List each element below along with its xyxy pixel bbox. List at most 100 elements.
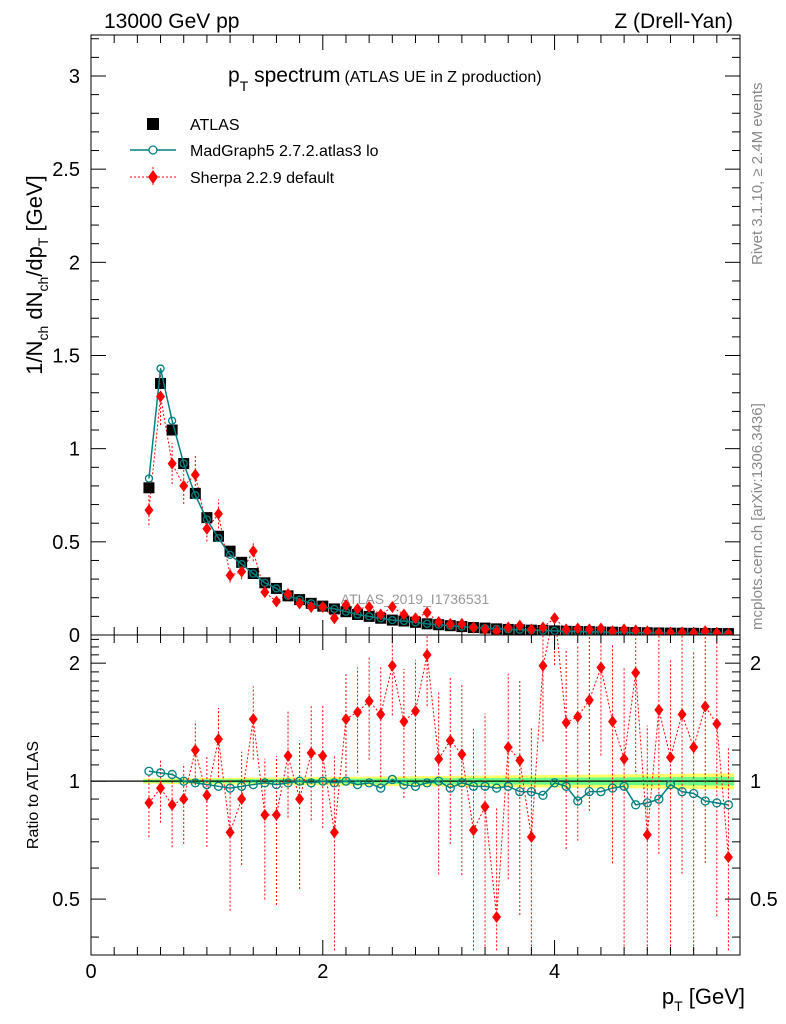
sherpa-point — [144, 504, 154, 517]
main-panel: 0 0.5 1 1.5 2 2.5 3 ATLAS_2019_I1736531 pT spe… — [22, 34, 741, 647]
sherpa-point — [202, 522, 212, 535]
ratio-sherpa-point — [295, 793, 305, 806]
ratio-madgraph-point — [376, 783, 386, 793]
ratio-madgraph-point — [642, 798, 652, 808]
x-tick-label: 0 — [85, 961, 96, 983]
ratio-sherpa-point — [573, 710, 583, 723]
sherpa-point — [700, 625, 710, 635]
madgraph-point — [550, 626, 559, 635]
main-y-tick-label: 2.5 — [52, 159, 80, 181]
x-tick-label: 2 — [317, 961, 328, 983]
main-data-marks — [143, 364, 734, 635]
atlas-data-point — [143, 482, 155, 494]
ratio-madgraph-point — [352, 779, 363, 790]
ratio-sherpa-point — [665, 751, 675, 764]
ratio-sherpa-point — [700, 700, 710, 713]
ratio-sherpa-point — [271, 808, 281, 821]
ratio-sherpa-point — [399, 715, 409, 728]
atlas-data-point — [155, 377, 167, 389]
ratio-madgraph-point — [283, 778, 293, 788]
ratio-data-marks — [144, 635, 734, 951]
atlas-data-point — [236, 556, 248, 568]
ratio-madgraph-point — [457, 778, 467, 788]
sherpa-point — [318, 601, 328, 614]
sherpa-point — [492, 625, 502, 635]
ratio-madgraph-point — [607, 783, 618, 793]
ratio-madgraph-point — [631, 800, 641, 810]
ratio-madgraph-point — [422, 778, 432, 788]
ratio-sherpa-point — [167, 798, 177, 811]
ratio-sherpa-point — [596, 661, 606, 674]
sherpa-point — [468, 621, 478, 634]
ratio-y-tick-labels: 0.5 0.5 1 1 2 2 — [52, 653, 778, 911]
ratio-madgraph-point — [179, 776, 189, 786]
madgraph-point — [422, 619, 432, 628]
legend-madgraph-marker — [148, 145, 158, 155]
ratio-madgraph-point — [387, 774, 397, 785]
ratio-sherpa-point — [468, 824, 478, 837]
atlas-data-point — [212, 530, 224, 542]
sherpa-point — [283, 588, 293, 601]
ratio-madgraph-point — [144, 766, 154, 776]
header-right: Z (Drell-Yan) — [614, 10, 733, 33]
main-y-tick-label: 1.5 — [52, 345, 80, 367]
sherpa-point — [376, 608, 386, 621]
ratio-sherpa-point — [411, 704, 420, 717]
ratio-madgraph-point — [538, 790, 548, 800]
ratio-sherpa-point — [387, 659, 397, 672]
legend-atlas-marker — [147, 118, 159, 130]
ratio-madgraph-point — [561, 781, 571, 791]
atlas-data-point — [166, 424, 178, 436]
ratio-sherpa-point — [248, 713, 258, 726]
ratio-madgraph-point — [503, 781, 513, 791]
sherpa-point — [608, 625, 618, 635]
ratio-y-axis-label: Ratio to ATLAS — [25, 741, 42, 849]
ratio-sherpa-point — [364, 695, 374, 708]
madgraph-point — [144, 474, 154, 483]
sherpa-point — [573, 622, 583, 635]
main-y-axis-label: 1/Nch dNch/dpT [GeV] — [22, 175, 51, 375]
chart-title: pT spectrum (ATLAS UE in Z production) — [228, 64, 542, 94]
ratio-sherpa-point — [190, 744, 200, 757]
ratio-sherpa-point — [179, 793, 189, 806]
ratio-madgraph-point — [306, 778, 316, 788]
ratio-sherpa-point — [225, 826, 235, 839]
ratio-madgraph-point — [271, 779, 282, 790]
sherpa-point — [723, 628, 733, 635]
ratio-madgraph-point — [213, 781, 224, 791]
sherpa-point — [329, 612, 339, 625]
ratio-sherpa-point — [202, 789, 212, 802]
sherpa-point — [538, 621, 548, 634]
atlas-data-point — [201, 512, 213, 524]
ratio-madgraph-point — [225, 783, 235, 793]
ratio-madgraph-point — [410, 781, 421, 791]
ratio-sherpa-point — [156, 782, 166, 795]
madgraph-point — [214, 533, 223, 543]
ratio-madgraph-point — [596, 787, 606, 797]
legend-label: ATLAS — [190, 117, 240, 134]
ratio-madgraph-point — [723, 800, 734, 810]
ratio-sherpa-point — [422, 648, 432, 661]
ratio-madgraph-point — [549, 778, 560, 788]
sherpa-point — [237, 565, 247, 578]
ratio-y-tick-label-right: 2 — [750, 653, 761, 675]
ratio-sherpa-point — [306, 746, 316, 759]
ratio-y-tick-label-left: 2 — [69, 653, 80, 675]
sherpa-point — [503, 621, 513, 634]
ratio-madgraph-point — [573, 796, 583, 806]
ratio-madgraph-point — [167, 769, 177, 780]
watermark: ATLAS_2019_I1736531 — [341, 591, 490, 607]
sherpa-point — [306, 601, 316, 614]
sherpa-point — [584, 623, 594, 635]
mcplots-note: mcplots.cern.ch [arXiv:1306.3436] — [749, 403, 766, 630]
main-y-tick-label: 3 — [69, 66, 80, 88]
sherpa-point — [445, 617, 455, 630]
madgraph-point — [249, 569, 258, 578]
sherpa-point — [689, 627, 699, 635]
ratio-sherpa-point — [237, 793, 247, 806]
ratio-sherpa-point — [283, 749, 293, 762]
main-y-tick-labels: 0 0.5 1 1.5 2 2.5 3 — [52, 66, 80, 647]
ratio-sherpa-line — [148, 635, 729, 918]
ratio-madgraph-point — [515, 787, 525, 797]
